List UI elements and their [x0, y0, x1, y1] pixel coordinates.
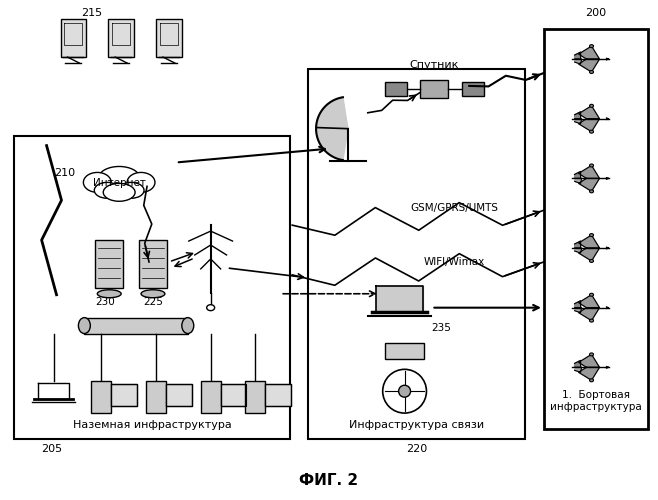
Polygon shape	[578, 46, 599, 59]
Ellipse shape	[103, 184, 135, 202]
Polygon shape	[578, 308, 599, 320]
Ellipse shape	[399, 385, 411, 397]
Bar	[265, 384, 291, 406]
Polygon shape	[574, 360, 580, 368]
Text: Спутник: Спутник	[410, 60, 459, 70]
Ellipse shape	[207, 304, 215, 310]
Polygon shape	[574, 368, 582, 372]
Bar	[61, 20, 86, 57]
Bar	[84, 318, 188, 334]
Polygon shape	[574, 112, 580, 118]
FancyArrowPatch shape	[607, 307, 608, 308]
Polygon shape	[578, 294, 599, 308]
Text: Интернет: Интернет	[93, 178, 145, 188]
Text: 235: 235	[432, 322, 451, 332]
Polygon shape	[578, 368, 599, 380]
Text: Наземная инфраструктура: Наземная инфраструктура	[72, 420, 232, 430]
Ellipse shape	[590, 353, 594, 356]
Ellipse shape	[590, 294, 594, 296]
Bar	[544, 29, 648, 429]
Polygon shape	[578, 248, 599, 261]
Ellipse shape	[590, 234, 594, 236]
Ellipse shape	[590, 190, 594, 193]
Polygon shape	[578, 106, 599, 118]
Bar	[308, 69, 525, 439]
Polygon shape	[316, 97, 348, 160]
Bar	[139, 240, 167, 288]
Text: GSM/GPRS/UMTS: GSM/GPRS/UMTS	[411, 203, 498, 213]
Polygon shape	[574, 59, 582, 64]
Bar	[95, 240, 123, 288]
Bar	[385, 344, 424, 359]
Bar	[14, 136, 290, 439]
Polygon shape	[578, 166, 599, 178]
Ellipse shape	[383, 370, 426, 413]
Bar	[91, 382, 111, 413]
Ellipse shape	[127, 172, 155, 193]
Bar	[111, 384, 137, 406]
Ellipse shape	[590, 44, 594, 48]
Polygon shape	[574, 308, 582, 312]
Polygon shape	[578, 59, 599, 72]
Polygon shape	[574, 172, 580, 178]
Ellipse shape	[98, 166, 140, 190]
Ellipse shape	[94, 182, 120, 198]
FancyArrowPatch shape	[607, 58, 608, 60]
Text: WIFI/Wimax: WIFI/Wimax	[424, 257, 485, 267]
Bar	[385, 82, 407, 96]
Bar	[108, 20, 134, 57]
Ellipse shape	[590, 164, 594, 167]
FancyArrowPatch shape	[607, 366, 608, 368]
Ellipse shape	[97, 290, 121, 298]
Bar	[220, 384, 247, 406]
Polygon shape	[574, 241, 580, 248]
Text: 205: 205	[41, 444, 63, 454]
Ellipse shape	[78, 318, 90, 334]
Ellipse shape	[182, 318, 193, 334]
Ellipse shape	[590, 379, 594, 382]
Text: Инфраструктура связи: Инфраструктура связи	[349, 420, 484, 430]
Polygon shape	[578, 118, 599, 132]
Text: 225: 225	[143, 296, 163, 306]
Ellipse shape	[590, 130, 594, 133]
FancyArrowPatch shape	[607, 118, 608, 120]
Bar	[245, 382, 265, 413]
Ellipse shape	[118, 182, 144, 198]
Ellipse shape	[590, 319, 594, 322]
Bar	[156, 20, 182, 57]
Text: 200: 200	[586, 8, 607, 18]
Bar	[201, 382, 220, 413]
Polygon shape	[578, 354, 599, 368]
Ellipse shape	[84, 172, 111, 193]
Text: 230: 230	[95, 296, 115, 306]
Bar	[420, 80, 448, 98]
Polygon shape	[574, 248, 582, 253]
Bar	[463, 82, 484, 96]
Polygon shape	[578, 235, 599, 248]
Polygon shape	[574, 300, 580, 308]
Ellipse shape	[590, 260, 594, 262]
Text: 1.  Бортовая
инфраструктура: 1. Бортовая инфраструктура	[550, 390, 642, 412]
Text: 220: 220	[406, 444, 427, 454]
Polygon shape	[574, 178, 582, 184]
Bar	[166, 384, 191, 406]
Polygon shape	[574, 52, 580, 59]
Ellipse shape	[590, 70, 594, 74]
Text: 210: 210	[54, 168, 75, 178]
Polygon shape	[578, 178, 599, 192]
Ellipse shape	[141, 290, 165, 298]
FancyArrowPatch shape	[607, 247, 608, 249]
Ellipse shape	[590, 104, 594, 108]
Text: ФИГ. 2: ФИГ. 2	[299, 473, 359, 488]
Polygon shape	[376, 286, 424, 312]
FancyArrowPatch shape	[607, 178, 608, 179]
Text: 215: 215	[82, 8, 103, 18]
Polygon shape	[574, 118, 582, 124]
Bar	[146, 382, 166, 413]
